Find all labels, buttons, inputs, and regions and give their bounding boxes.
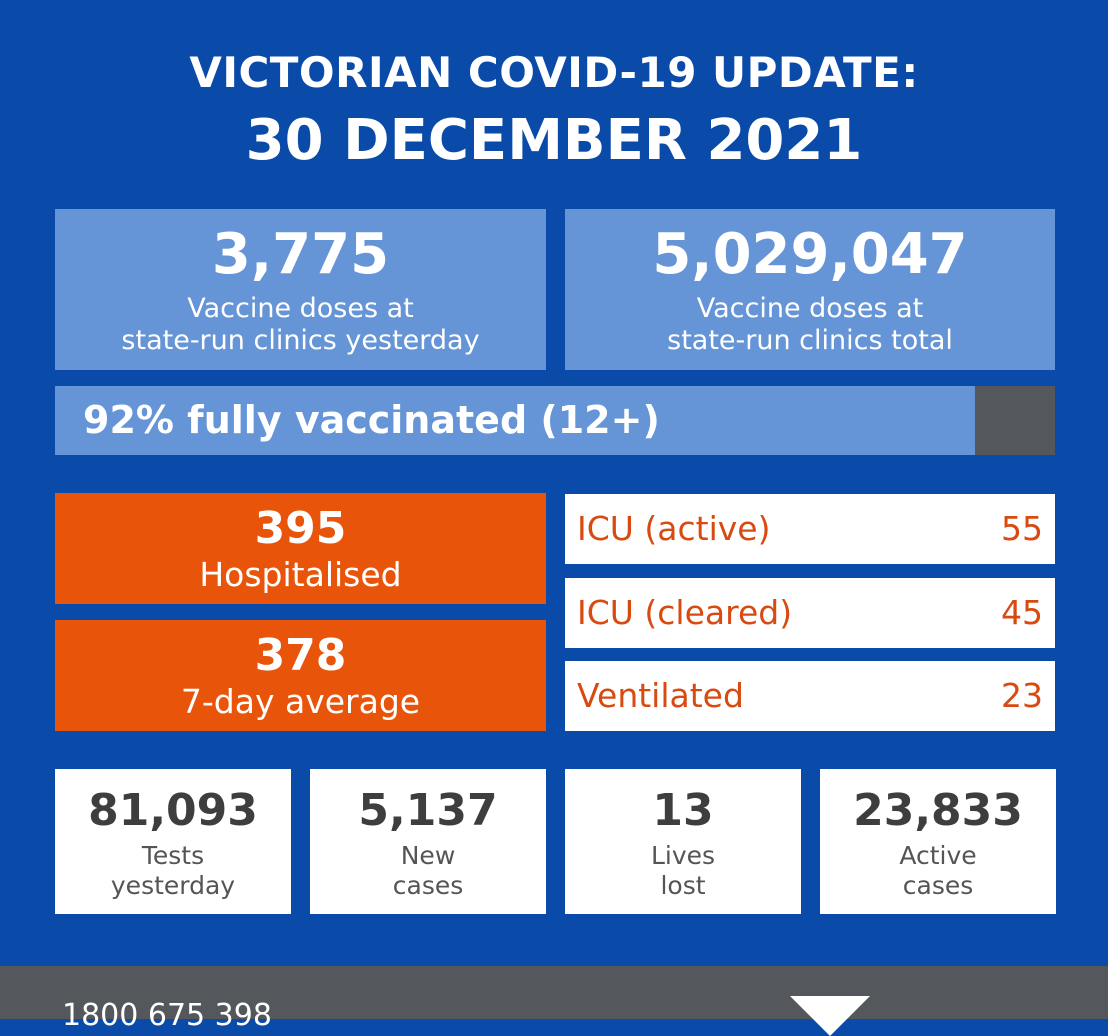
lives-lost-value: 13 [652,785,714,836]
fully-vaccinated-text: 92% fully vaccinated (12+) [83,398,660,442]
title-line1: VICTORIAN COVID-19 UPDATE: [189,48,919,97]
vaccine-yesterday-label-line1: Vaccine doses at [187,293,414,324]
active-cases-card: 23,833 Active cases [820,769,1056,914]
icu-cleared-label: ICU (cleared) [577,593,793,632]
tests-yesterday-value: 81,093 [88,785,258,836]
seven-day-average-label: 7-day average [180,682,421,721]
vaccine-total-label-line2: state-run clinics total [667,325,953,356]
active-cases-value: 23,833 [853,785,1023,836]
victoria-state-government-triangle-icon [790,996,870,1036]
new-cases-label-line1: New [400,841,456,870]
tests-yesterday-card: 81,093 Tests yesterday [55,769,291,914]
hospitalised-card: 395 Hospitalised [55,493,546,604]
icu-active-value: 55 [1001,509,1043,548]
ventilated-row: Ventilated 23 [565,661,1055,731]
tests-yesterday-label-line1: Tests [141,841,205,870]
hospitalised-value: 395 [254,503,347,554]
active-cases-label-line1: Active [899,841,977,870]
new-cases-card: 5,137 New cases [310,769,546,914]
vaccine-total-label-line1: Vaccine doses at [696,293,924,324]
ventilated-value: 23 [1001,676,1043,715]
lives-lost-label-line2: lost [660,871,706,900]
icu-active-label: ICU (active) [577,509,771,548]
vaccine-total-value: 5,029,047 [652,222,968,287]
icu-active-row: ICU (active) 55 [565,494,1055,564]
icu-cleared-row: ICU (cleared) 45 [565,578,1055,648]
seven-day-average-card: 378 7-day average [55,620,546,731]
icu-cleared-value: 45 [1001,593,1043,632]
seven-day-average-value: 378 [254,630,347,681]
footer-phone-number: 1800 675 398 [62,998,272,1033]
vaccine-yesterday-label-line2: state-run clinics yesterday [121,325,480,356]
footer-bar: 1800 675 398 [0,966,1108,1036]
vaccine-yesterday-card: 3,775 Vaccine doses at state-run clinics… [55,209,546,370]
new-cases-value: 5,137 [358,785,498,836]
ventilated-label: Ventilated [577,676,744,715]
hospitalised-label: Hospitalised [199,555,402,594]
fully-vaccinated-progress-fill [55,386,975,455]
tests-yesterday-label-line2: yesterday [110,871,236,900]
vaccine-yesterday-value: 3,775 [211,222,390,287]
new-cases-label-line2: cases [392,871,464,900]
vaccine-total-card: 5,029,047 Vaccine doses at state-run cli… [565,209,1055,370]
lives-lost-label-line1: Lives [650,841,716,870]
lives-lost-card: 13 Lives lost [565,769,801,914]
fully-vaccinated-progress-bar: 92% fully vaccinated (12+) [55,386,1055,455]
title-date: 30 DECEMBER 2021 [245,108,863,173]
active-cases-label-line2: cases [902,871,974,900]
